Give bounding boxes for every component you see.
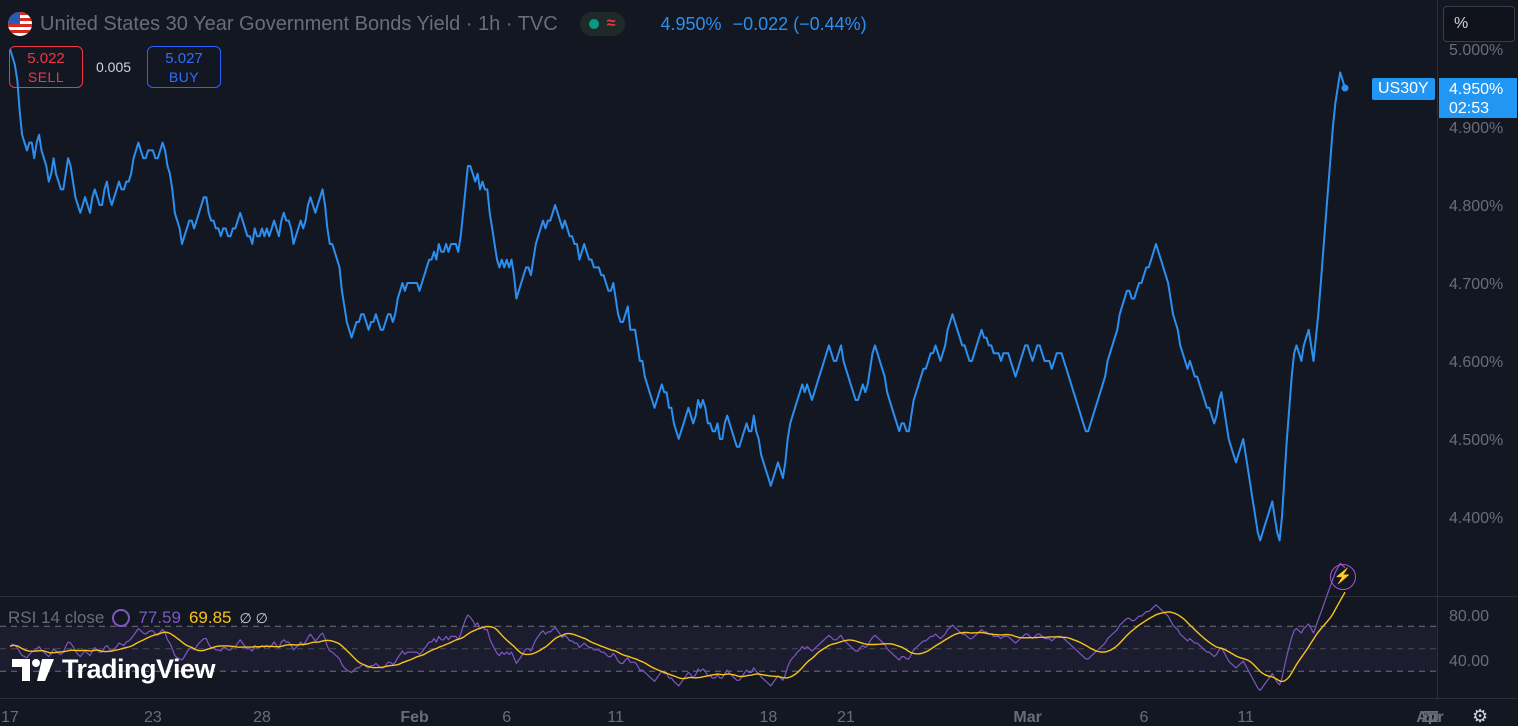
time-tick-label: 21: [1421, 709, 1439, 724]
us-flag-icon: [8, 12, 32, 36]
rsi-tick-label: 40.00: [1449, 653, 1489, 670]
buy-label: BUY: [168, 69, 200, 85]
time-tick-label: 18: [760, 709, 778, 724]
rsi-band: [0, 625, 1437, 672]
time-tick-label: 17: [1421, 709, 1439, 724]
market-status-pill[interactable]: ≈: [579, 12, 625, 36]
status-dot-icon: [588, 19, 599, 29]
time-tick-label: Mar: [1013, 709, 1041, 724]
chart-header: United States 30 Year Government Bonds Y…: [8, 10, 867, 38]
bar-countdown: 02:53: [1449, 100, 1490, 117]
delay-wave-icon: ≈: [606, 15, 616, 32]
time-tick-label: Feb: [400, 709, 429, 724]
header-price: 4.950%: [660, 13, 722, 34]
price-tick-label: 4.800%: [1449, 198, 1503, 215]
lightning-icon[interactable]: ⚡: [1330, 564, 1356, 590]
sell-price: 5.022: [27, 50, 65, 67]
rsi-ma-value: 69.85: [188, 608, 232, 627]
time-tick-label: 11: [1237, 709, 1254, 724]
price-unit-button[interactable]: %: [1443, 6, 1515, 42]
tradingview-logo-icon: [12, 658, 54, 681]
sell-label: SELL: [27, 69, 65, 85]
time-tick-label: 11: [607, 709, 624, 724]
time-tick-label: Apr: [1416, 709, 1444, 724]
gear-icon[interactable]: ⚙: [1472, 706, 1489, 726]
price-tick-label: 4.600%: [1449, 354, 1503, 371]
rsi-ma-series-line: [9, 591, 1346, 683]
price-axis-divider: [1437, 0, 1438, 700]
last-price-value: 4.950%: [1449, 81, 1504, 98]
rsi-tick-label: 80.00: [1449, 608, 1489, 625]
last-price-point: [1341, 84, 1349, 92]
tradingview-logo[interactable]: TradingView: [12, 654, 216, 685]
sell-button[interactable]: 5.022 SELL: [9, 46, 83, 88]
time-tick-label: 23: [144, 709, 162, 724]
price-tick-label: 4.500%: [1449, 432, 1503, 449]
logo-text: TradingView: [62, 654, 216, 684]
price-axis: 5.000% 4.900% 4.800% 4.700% 4.600% 4.500% 4.40…: [1449, 42, 1503, 527]
time-tick-label: 1: [1426, 709, 1435, 724]
pane-divider[interactable]: [0, 596, 1518, 597]
time-tick-label: 21: [837, 709, 855, 724]
time-tick-label: 6: [502, 709, 511, 724]
buy-price: 5.027: [165, 50, 203, 67]
rsi-value: 77.59: [138, 608, 181, 627]
price-readout: 4.950% −0.022 (−0.44%): [661, 14, 867, 35]
price-series-line: [9, 48, 1346, 542]
rsi-axis: 80.00 40.00: [1449, 608, 1489, 670]
rsi-settings-icon[interactable]: [112, 609, 131, 627]
buy-button[interactable]: 5.027 BUY: [147, 46, 221, 88]
time-axis-divider: [0, 698, 1518, 699]
last-price-tag: 4.950% 02:53: [1439, 78, 1517, 118]
time-tick-label: 28: [253, 709, 271, 724]
rsi-label: RSI 14 close: [8, 608, 105, 627]
price-tick-label: 5.000%: [1449, 42, 1503, 59]
rsi-legend[interactable]: RSI 14 close 77.59 69.85 ∅ ∅: [8, 608, 268, 628]
time-tick-label: 7: [1426, 709, 1435, 724]
price-tick-label: 4.400%: [1449, 510, 1503, 527]
price-tick-label: 4.700%: [1449, 276, 1503, 293]
last-price-symbol-label: US30Y: [1372, 78, 1435, 100]
spread-value: 0.005: [96, 59, 132, 75]
time-tick-label: 10: [1421, 709, 1439, 724]
time-tick-label: 17: [1, 709, 19, 724]
price-tick-label: 4.900%: [1449, 120, 1503, 137]
header-change: −0.022 (−0.44%): [732, 13, 867, 34]
rsi-extra-values: ∅ ∅: [239, 609, 268, 626]
symbol-title[interactable]: United States 30 Year Government Bonds Y…: [40, 12, 558, 35]
time-tick-label: 6: [1139, 709, 1148, 724]
